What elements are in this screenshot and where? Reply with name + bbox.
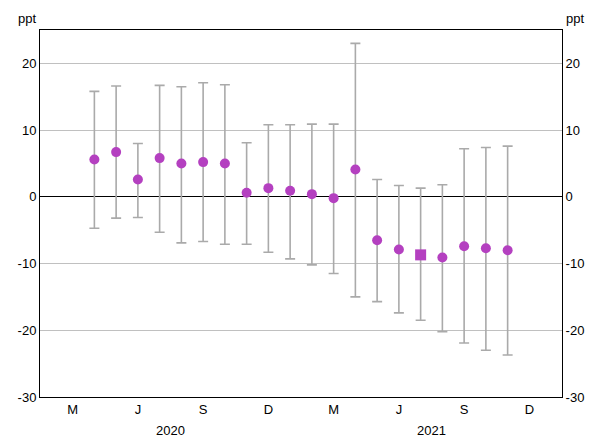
svg-text:J: J bbox=[135, 402, 142, 417]
svg-text:-10: -10 bbox=[18, 256, 37, 271]
svg-text:0: 0 bbox=[29, 189, 36, 204]
svg-text:-30: -30 bbox=[18, 390, 37, 405]
svg-text:D: D bbox=[525, 402, 534, 417]
svg-text:S: S bbox=[460, 402, 469, 417]
svg-text:J: J bbox=[396, 402, 403, 417]
svg-text:10: 10 bbox=[22, 123, 36, 138]
svg-text:20: 20 bbox=[22, 56, 36, 71]
svg-text:M: M bbox=[67, 402, 78, 417]
svg-text:2020: 2020 bbox=[156, 423, 185, 438]
svg-text:10: 10 bbox=[566, 123, 580, 138]
svg-text:ppt: ppt bbox=[18, 11, 36, 26]
svg-text:-20: -20 bbox=[566, 323, 585, 338]
svg-text:D: D bbox=[264, 402, 273, 417]
svg-text:S: S bbox=[199, 402, 208, 417]
svg-text:2021: 2021 bbox=[417, 423, 446, 438]
svg-text:M: M bbox=[328, 402, 339, 417]
svg-text:0: 0 bbox=[566, 189, 573, 204]
svg-text:20: 20 bbox=[566, 56, 580, 71]
svg-text:ppt: ppt bbox=[566, 11, 584, 26]
svg-text:-10: -10 bbox=[566, 256, 585, 271]
svg-text:-20: -20 bbox=[18, 323, 37, 338]
svg-text:-30: -30 bbox=[566, 390, 585, 405]
